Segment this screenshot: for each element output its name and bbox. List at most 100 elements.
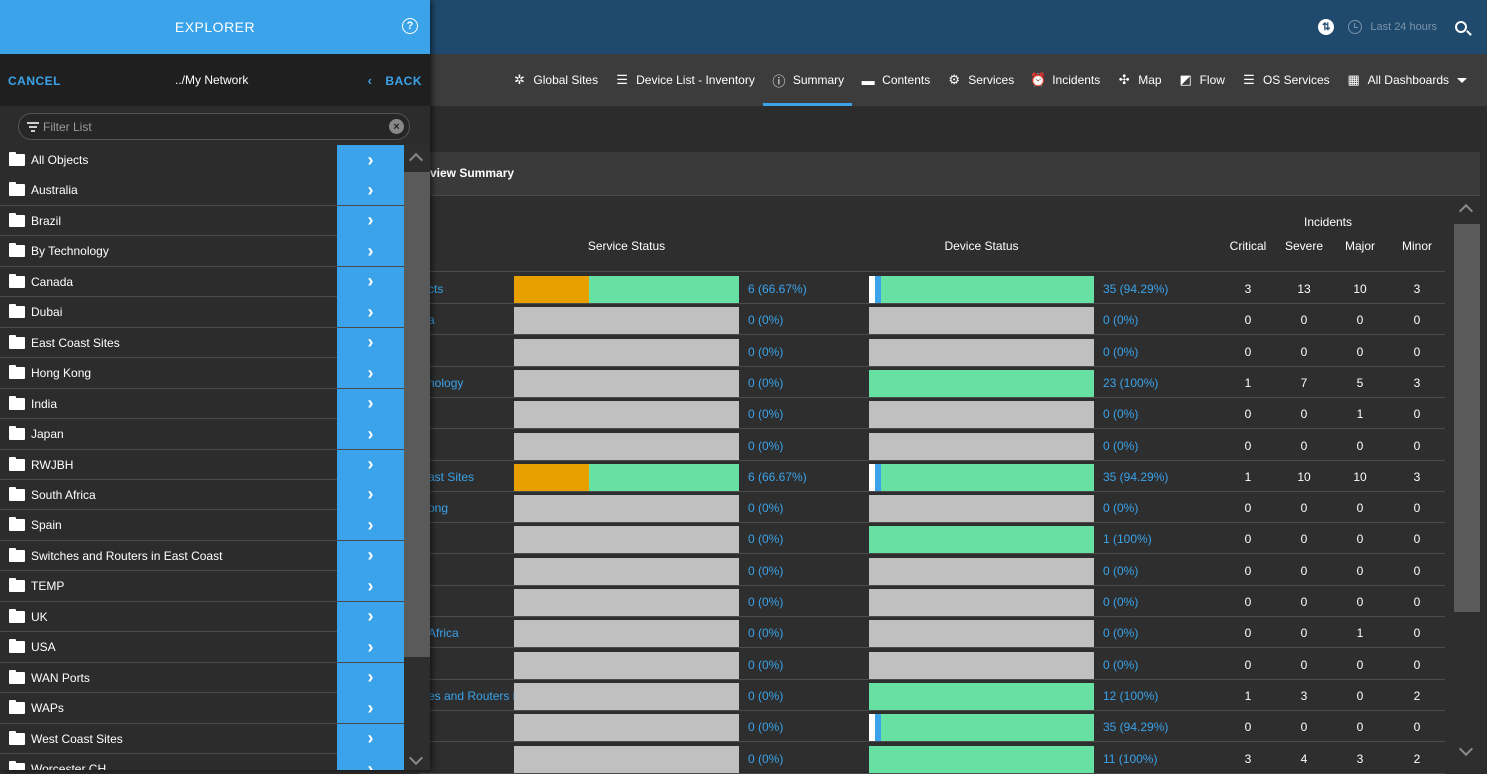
device-status-value[interactable]: 12 (100%) [1103,688,1159,703]
row-label-link[interactable]: cts [428,282,444,296]
service-status-value[interactable]: 0 (0%) [748,720,784,735]
row-label-link[interactable]: nology [428,375,464,390]
explorer-item-all-objects[interactable]: All Objects › [0,145,404,176]
caret-down-icon[interactable] [1457,77,1467,83]
explorer-item-spain[interactable]: Spain › [0,510,404,541]
chevron-right-icon[interactable]: › [337,266,404,297]
tab-all-dashboards[interactable]: ▦ All Dashboards [1338,54,1475,106]
chevron-right-icon[interactable]: › [337,479,404,510]
timezone-icon[interactable]: ⇅ [1318,19,1335,35]
explorer-item-canada[interactable]: Canada › [0,266,404,298]
row-label-link[interactable]: Africa [428,626,459,641]
explorer-scrollbar[interactable] [404,145,430,770]
chevron-right-icon[interactable]: › [337,175,404,206]
explorer-item-india[interactable]: India › [0,388,404,420]
explorer-item-usa[interactable]: USA › [0,632,404,663]
chevron-right-icon[interactable]: › [337,327,404,358]
chevron-right-icon[interactable]: › [337,601,404,632]
filter-input[interactable] [43,119,383,135]
service-status-value[interactable]: 0 (0%) [748,657,784,672]
device-status-value[interactable]: 1 (100%) [1103,532,1152,547]
device-status-value[interactable]: 0 (0%) [1103,626,1139,641]
device-status-value[interactable]: 35 (94.29%) [1103,720,1169,735]
device-status-value[interactable]: 23 (100%) [1103,375,1159,390]
service-status-value[interactable]: 0 (0%) [748,375,784,390]
device-status-value[interactable]: 0 (0%) [1103,501,1139,516]
service-status-value[interactable]: 6 (66.67%) [748,282,807,296]
time-range-selector[interactable]: Last 24 hours [1370,21,1437,33]
chevron-right-icon[interactable]: › [337,236,404,267]
scroll-down-icon[interactable] [1458,741,1474,757]
explorer-item-west-coast-sites[interactable]: West Coast Sites › [0,723,404,755]
chevron-left-icon[interactable]: ‹ [367,73,372,88]
chevron-right-icon[interactable]: › [337,510,404,541]
explorer-item-east-coast-sites[interactable]: East Coast Sites › [0,327,404,359]
chevron-right-icon[interactable]: › [337,358,404,389]
tab-os-services[interactable]: ☰ OS Services [1233,54,1338,106]
chevron-right-icon[interactable]: › [337,540,404,571]
row-label-link[interactable]: es and Routers i [428,688,516,703]
service-status-value[interactable]: 0 (0%) [748,501,784,516]
clear-icon[interactable]: × [389,119,404,134]
chevron-right-icon[interactable]: › [337,723,404,754]
service-status-value[interactable]: 0 (0%) [748,563,784,578]
chevron-right-icon[interactable]: › [337,754,404,770]
service-status-value[interactable]: 0 (0%) [748,407,784,422]
tab-services[interactable]: ⚙ Services [938,54,1022,106]
tab-map[interactable]: ✣ Map [1108,54,1169,106]
device-status-value[interactable]: 0 (0%) [1103,407,1139,422]
chevron-right-icon[interactable]: › [337,571,404,602]
chevron-right-icon[interactable]: › [337,449,404,480]
tab-device-list-inventory[interactable]: ☰ Device List - Inventory [606,54,763,106]
scrollbar-thumb[interactable] [1454,224,1480,612]
service-status-value[interactable]: 0 (0%) [748,532,784,547]
explorer-item-switches-and-routers-in-east-coast[interactable]: Switches and Routers in East Coast › [0,540,404,572]
service-status-value[interactable]: 6 (66.67%) [748,469,807,484]
device-status-value[interactable]: 0 (0%) [1103,344,1139,359]
device-status-value[interactable]: 0 (0%) [1103,563,1139,578]
service-status-value[interactable]: 0 (0%) [748,626,784,641]
scroll-up-icon[interactable] [408,152,424,168]
explorer-item-wan-ports[interactable]: WAN Ports › [0,662,404,694]
device-status-value[interactable]: 35 (94.29%) [1103,282,1169,296]
explorer-item-temp[interactable]: TEMP › [0,571,404,602]
chevron-right-icon[interactable]: › [337,205,404,236]
chevron-right-icon[interactable]: › [337,662,404,693]
back-button[interactable]: BACK [385,74,422,88]
service-status-value[interactable]: 0 (0%) [748,751,784,766]
explorer-item-by-technology[interactable]: By Technology › [0,236,404,267]
device-status-value[interactable]: 35 (94.29%) [1103,469,1169,484]
device-status-value[interactable]: 0 (0%) [1103,657,1139,672]
explorer-item-japan[interactable]: Japan › [0,419,404,450]
cancel-button[interactable]: CANCEL [8,74,61,88]
explorer-item-rwjbh[interactable]: RWJBH › [0,449,404,480]
explorer-item-south-africa[interactable]: South Africa › [0,479,404,511]
search-icon[interactable] [1455,21,1467,33]
service-status-value[interactable]: 0 (0%) [748,344,784,359]
service-status-value[interactable]: 0 (0%) [748,313,784,328]
scrollbar-thumb[interactable] [404,172,430,657]
scroll-down-icon[interactable] [408,750,424,766]
explorer-item-australia[interactable]: Australia › [0,175,404,206]
explorer-item-dubai[interactable]: Dubai › [0,297,404,328]
chevron-right-icon[interactable]: › [337,388,404,419]
tab-flow[interactable]: ◩ Flow [1170,54,1233,106]
device-status-value[interactable]: 0 (0%) [1103,595,1139,609]
chevron-right-icon[interactable]: › [337,419,404,450]
tab-contents[interactable]: ▬ Contents [852,54,938,106]
explorer-item-uk[interactable]: UK › [0,601,404,633]
chevron-right-icon[interactable]: › [337,632,404,663]
chevron-right-icon[interactable]: › [337,145,404,175]
chevron-right-icon[interactable]: › [337,297,404,328]
explorer-item-brazil[interactable]: Brazil › [0,205,404,237]
row-label-link[interactable]: ong [428,501,449,516]
row-label-link[interactable]: ast Sites [428,469,475,484]
tab-summary[interactable]: ⓘ Summary [762,54,853,106]
table-scrollbar[interactable] [1454,196,1480,770]
device-status-value[interactable]: 0 (0%) [1103,313,1139,328]
tab-incidents[interactable]: ⏰ Incidents [1022,54,1108,106]
explorer-item-worcester-ch[interactable]: Worcester CH › [0,754,404,770]
explorer-item-waps[interactable]: WAPs › [0,693,404,724]
scroll-up-icon[interactable] [1458,203,1474,219]
explorer-item-hong-kong[interactable]: Hong Kong › [0,358,404,389]
